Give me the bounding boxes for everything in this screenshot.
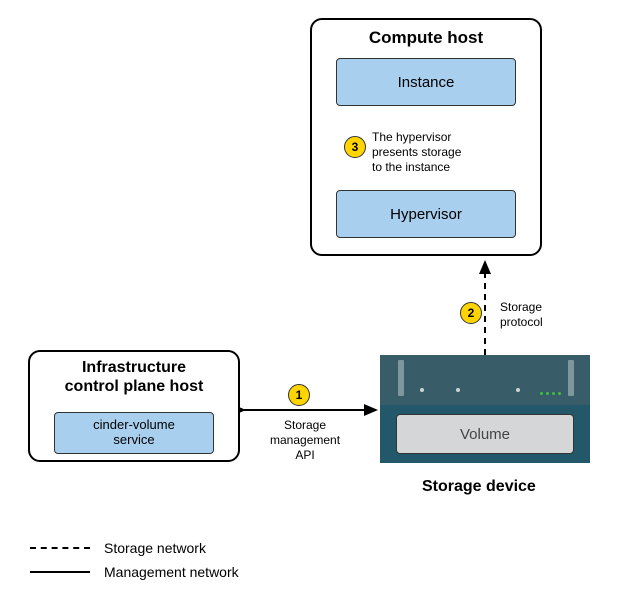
legend: Storage network Management network — [30, 540, 239, 588]
instance-box: Instance — [336, 58, 516, 106]
legend-swatch-solid — [30, 571, 90, 573]
step-1-text: Storage management API — [270, 418, 340, 463]
storage-led — [552, 392, 555, 395]
step-1-badge: 1 — [288, 384, 310, 406]
cinder-volume-label: cinder-volume service — [93, 418, 175, 448]
hypervisor-box: Hypervisor — [336, 190, 516, 238]
hypervisor-label: Hypervisor — [390, 206, 462, 223]
legend-item-mgmt-net: Management network — [30, 564, 239, 580]
instance-label: Instance — [398, 74, 455, 91]
legend-label-mgmt-net: Management network — [104, 564, 239, 580]
storage-device-top-panel — [380, 355, 590, 405]
step-2-num: 2 — [468, 306, 475, 320]
step-3-num: 3 — [352, 140, 359, 154]
step-1-num: 1 — [296, 388, 303, 402]
storage-slot-left — [398, 360, 404, 396]
step-2-badge: 2 — [460, 302, 482, 324]
step-3-text: The hypervisor presents storage to the i… — [372, 130, 461, 175]
diagram-canvas: Compute host Instance Hypervisor 3 The h… — [0, 0, 620, 603]
storage-led — [540, 392, 543, 395]
volume-box: Volume — [396, 414, 574, 454]
storage-dot — [456, 388, 460, 392]
legend-swatch-dashed — [30, 547, 90, 549]
cinder-volume-box: cinder-volume service — [54, 412, 214, 454]
storage-device-label: Storage device — [422, 478, 536, 496]
storage-led — [546, 392, 549, 395]
compute-host-title: Compute host — [312, 20, 540, 48]
step-2-text: Storage protocol — [500, 300, 543, 330]
step-3-badge: 3 — [344, 136, 366, 158]
infra-host-title: Infrastructure control plane host — [30, 352, 238, 396]
volume-label: Volume — [460, 426, 510, 443]
storage-dot — [516, 388, 520, 392]
storage-led — [558, 392, 561, 395]
legend-item-storage-net: Storage network — [30, 540, 239, 556]
legend-label-storage-net: Storage network — [104, 540, 206, 556]
storage-dot — [420, 388, 424, 392]
storage-slot-right — [568, 360, 574, 396]
